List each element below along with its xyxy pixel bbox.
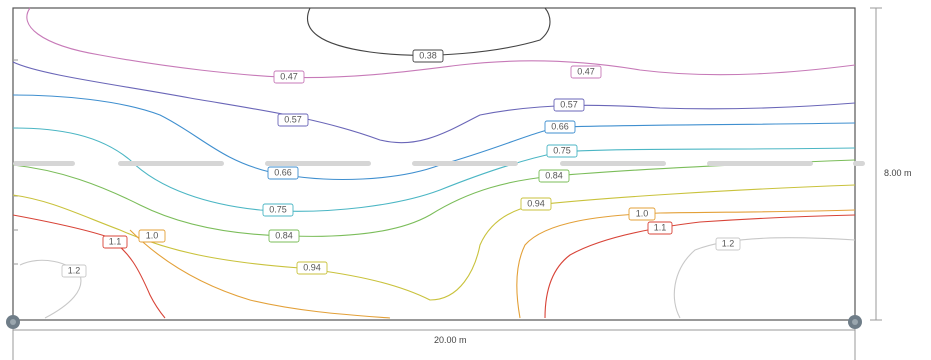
svg-text:0.75: 0.75 <box>553 145 571 155</box>
contour-label: 0.75 <box>262 203 294 217</box>
contour-label: 0.94 <box>296 261 328 275</box>
contour-line <box>12 184 856 301</box>
svg-text:0.94: 0.94 <box>527 198 545 208</box>
svg-text:0.84: 0.84 <box>545 170 563 180</box>
contour-line <box>12 61 856 144</box>
svg-text:1.0: 1.0 <box>636 208 649 218</box>
width-dimension-label: 20.00 m <box>434 335 467 345</box>
svg-text:1.1: 1.1 <box>109 236 122 246</box>
svg-text:0.75: 0.75 <box>269 204 287 214</box>
contour-label: 0.47 <box>273 70 305 84</box>
contour-line <box>12 127 856 212</box>
shelf <box>265 161 371 166</box>
svg-text:1.0: 1.0 <box>146 230 159 240</box>
shelf <box>853 161 865 166</box>
height-dimension <box>870 7 882 321</box>
contour-label: 0.38 <box>412 49 444 63</box>
svg-text:1.2: 1.2 <box>68 265 81 275</box>
contour-line <box>12 94 856 180</box>
svg-text:0.66: 0.66 <box>551 121 569 131</box>
contour-label: 1.2 <box>61 264 87 278</box>
shelf <box>118 161 224 166</box>
contour-label: 0.57 <box>553 98 585 112</box>
svg-text:0.66: 0.66 <box>274 167 292 177</box>
svg-text:0.84: 0.84 <box>275 230 293 240</box>
contour-label: 0.84 <box>268 229 300 243</box>
contour-label: 1.1 <box>102 235 128 249</box>
svg-text:0.47: 0.47 <box>280 71 298 81</box>
contour-labels: 0.38 0.47 0.47 0.57 0.57 0.66 0.66 0.75 … <box>61 49 741 278</box>
shelf <box>13 161 75 166</box>
svg-text:1.2: 1.2 <box>722 238 735 248</box>
support-right <box>848 315 862 329</box>
contour-label: 0.47 <box>570 65 602 79</box>
contour-label: 1.0 <box>628 207 656 221</box>
contour-line <box>12 159 856 237</box>
contour-label: 0.84 <box>538 169 570 183</box>
height-dimension-label: 8.00 m <box>884 168 912 178</box>
shelf <box>560 161 666 166</box>
support-left <box>6 315 20 329</box>
contour-label: 0.66 <box>544 120 576 134</box>
svg-text:0.57: 0.57 <box>560 99 578 109</box>
shelf <box>707 161 813 166</box>
contour-label: 0.75 <box>546 144 578 158</box>
contour-label: 1.2 <box>715 237 741 251</box>
svg-text:1.1: 1.1 <box>654 222 667 232</box>
svg-text:0.57: 0.57 <box>284 114 302 124</box>
shelf <box>412 161 518 166</box>
contour-line <box>307 7 551 56</box>
contour-label: 0.94 <box>520 197 552 211</box>
contour-line <box>129 209 856 319</box>
contour-label: 0.66 <box>267 166 299 180</box>
shelf-row <box>13 161 865 166</box>
svg-text:0.94: 0.94 <box>303 262 321 272</box>
contour-label: 1.0 <box>138 229 166 243</box>
svg-text:0.38: 0.38 <box>419 50 437 60</box>
contour-label: 0.57 <box>277 113 309 127</box>
contour-line <box>26 7 856 79</box>
svg-text:0.47: 0.47 <box>577 66 595 76</box>
contour-label: 1.1 <box>647 221 673 235</box>
